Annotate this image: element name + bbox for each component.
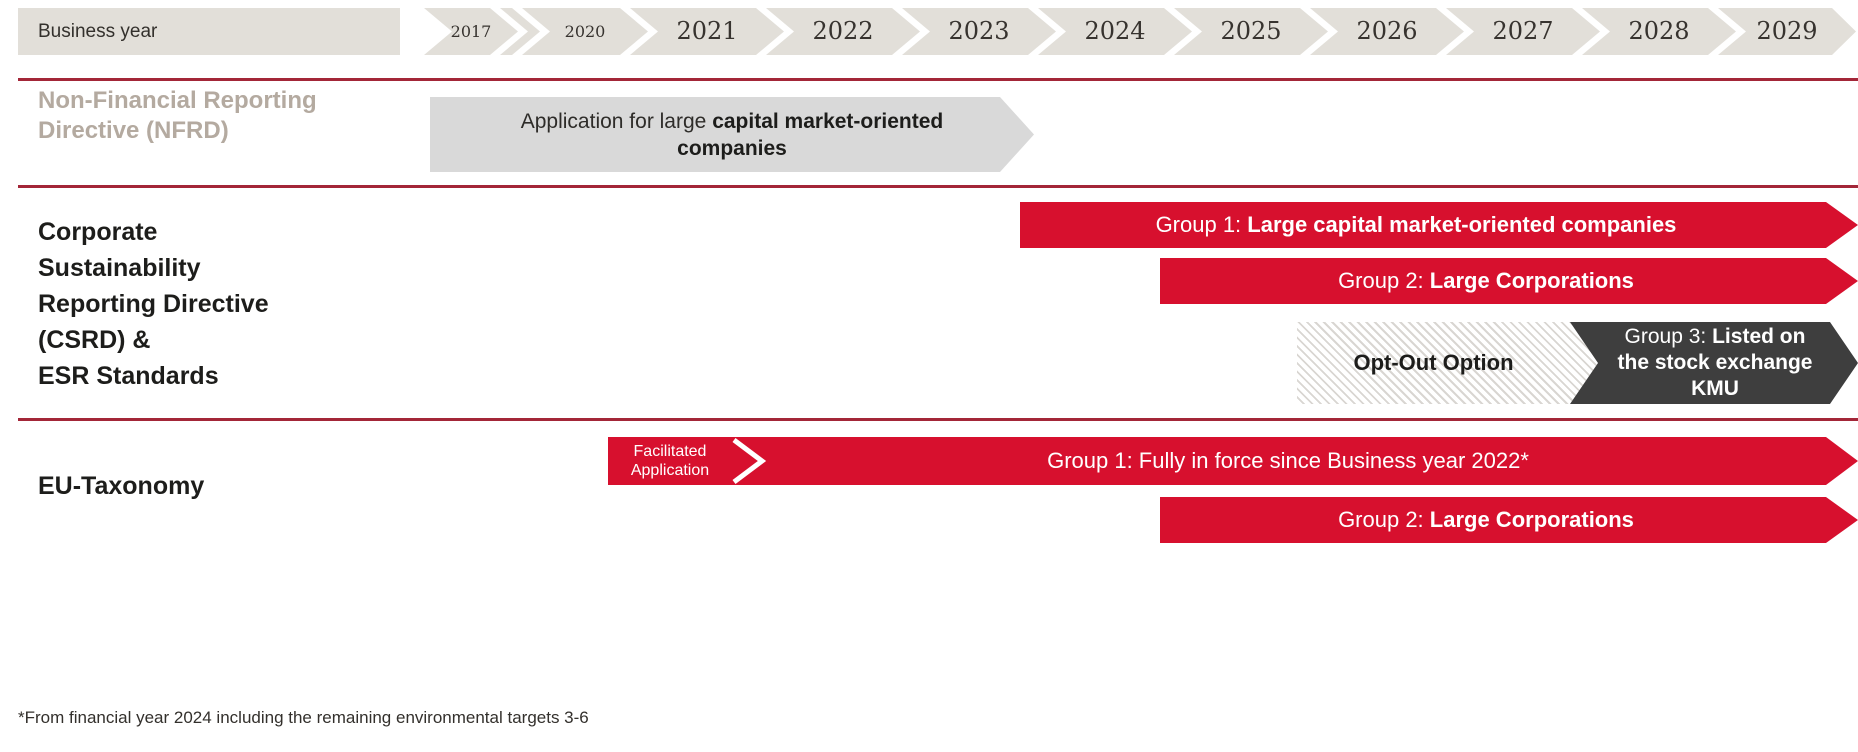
nfrd-application-bar: Application for large capital market-ori… [430,97,1034,172]
optout-label: Opt-Out Option [1353,350,1514,375]
year-segment [1718,8,1856,55]
year-label: 2027 [1492,17,1554,45]
year-label: 2025 [1220,17,1282,45]
year-segment [630,8,784,55]
year-label: 2022 [812,17,874,45]
year-segment [424,8,518,55]
facilitated-application-segment: Facilitated Application [630,443,710,479]
nfrd-bar-text: Application for large capital market-ori… [520,109,944,160]
year-label: 2024 [1084,17,1146,45]
taxonomy-group2-bar: Group 2: Large Corporations [1160,497,1858,543]
year-label: 2020 [564,22,606,41]
taxonomy-group1-bar: Facilitated Application Group 1: Fully i… [608,437,1858,485]
csrd-group3-bar: Group 3: Listed on the stock exchange KM… [1570,322,1858,404]
year-segment [1038,8,1192,55]
year-label: 2026 [1356,17,1418,45]
chevron-separator [500,8,540,55]
divider-line [18,418,1858,421]
year-label: 2023 [948,17,1010,45]
year-segment [1310,8,1464,55]
footnote: *From financial year 2024 including the … [18,708,589,727]
divider-line [18,185,1858,188]
csrd-group1-text: Group 1: Large capital market-oriented c… [1155,212,1677,237]
csrd-group2-bar: Group 2: Large Corporations [1160,258,1858,304]
year-segment [766,8,920,55]
taxonomy-group1-text: Group 1: Fully in force since Business y… [1047,448,1529,473]
divider-line [18,78,1858,81]
year-segment [1582,8,1736,55]
year-label: 2029 [1756,17,1818,45]
year-label: 2021 [676,17,738,45]
year-segment [902,8,1056,55]
nfrd-row-title: Non-Financial Reporting Directive (NFRD) [38,87,317,144]
csrd-group3-text: Group 3: Listed on the stock exchange KM… [1617,325,1813,400]
year-segment [1446,8,1600,55]
csrd-group1-bar: Group 1: Large capital market-oriented c… [1020,202,1858,248]
chevron-right-icon [728,437,772,485]
taxonomy-row-title: EU-Taxonomy [38,472,205,500]
year-label: 2017 [450,22,492,41]
csrd-group2-text: Group 2: Large Corporations [1338,268,1634,293]
year-label: 2028 [1628,17,1690,45]
taxonomy-group2-text: Group 2: Large Corporations [1338,507,1634,532]
business-year-label: Business year [38,21,158,42]
optout-option-bar: Opt-Out Option [1297,322,1598,404]
year-chevron-band [18,8,1856,55]
csrd-row-title: Corporate Sustainability Reporting Direc… [38,218,269,390]
year-segment [522,8,648,55]
year-segment [1174,8,1328,55]
